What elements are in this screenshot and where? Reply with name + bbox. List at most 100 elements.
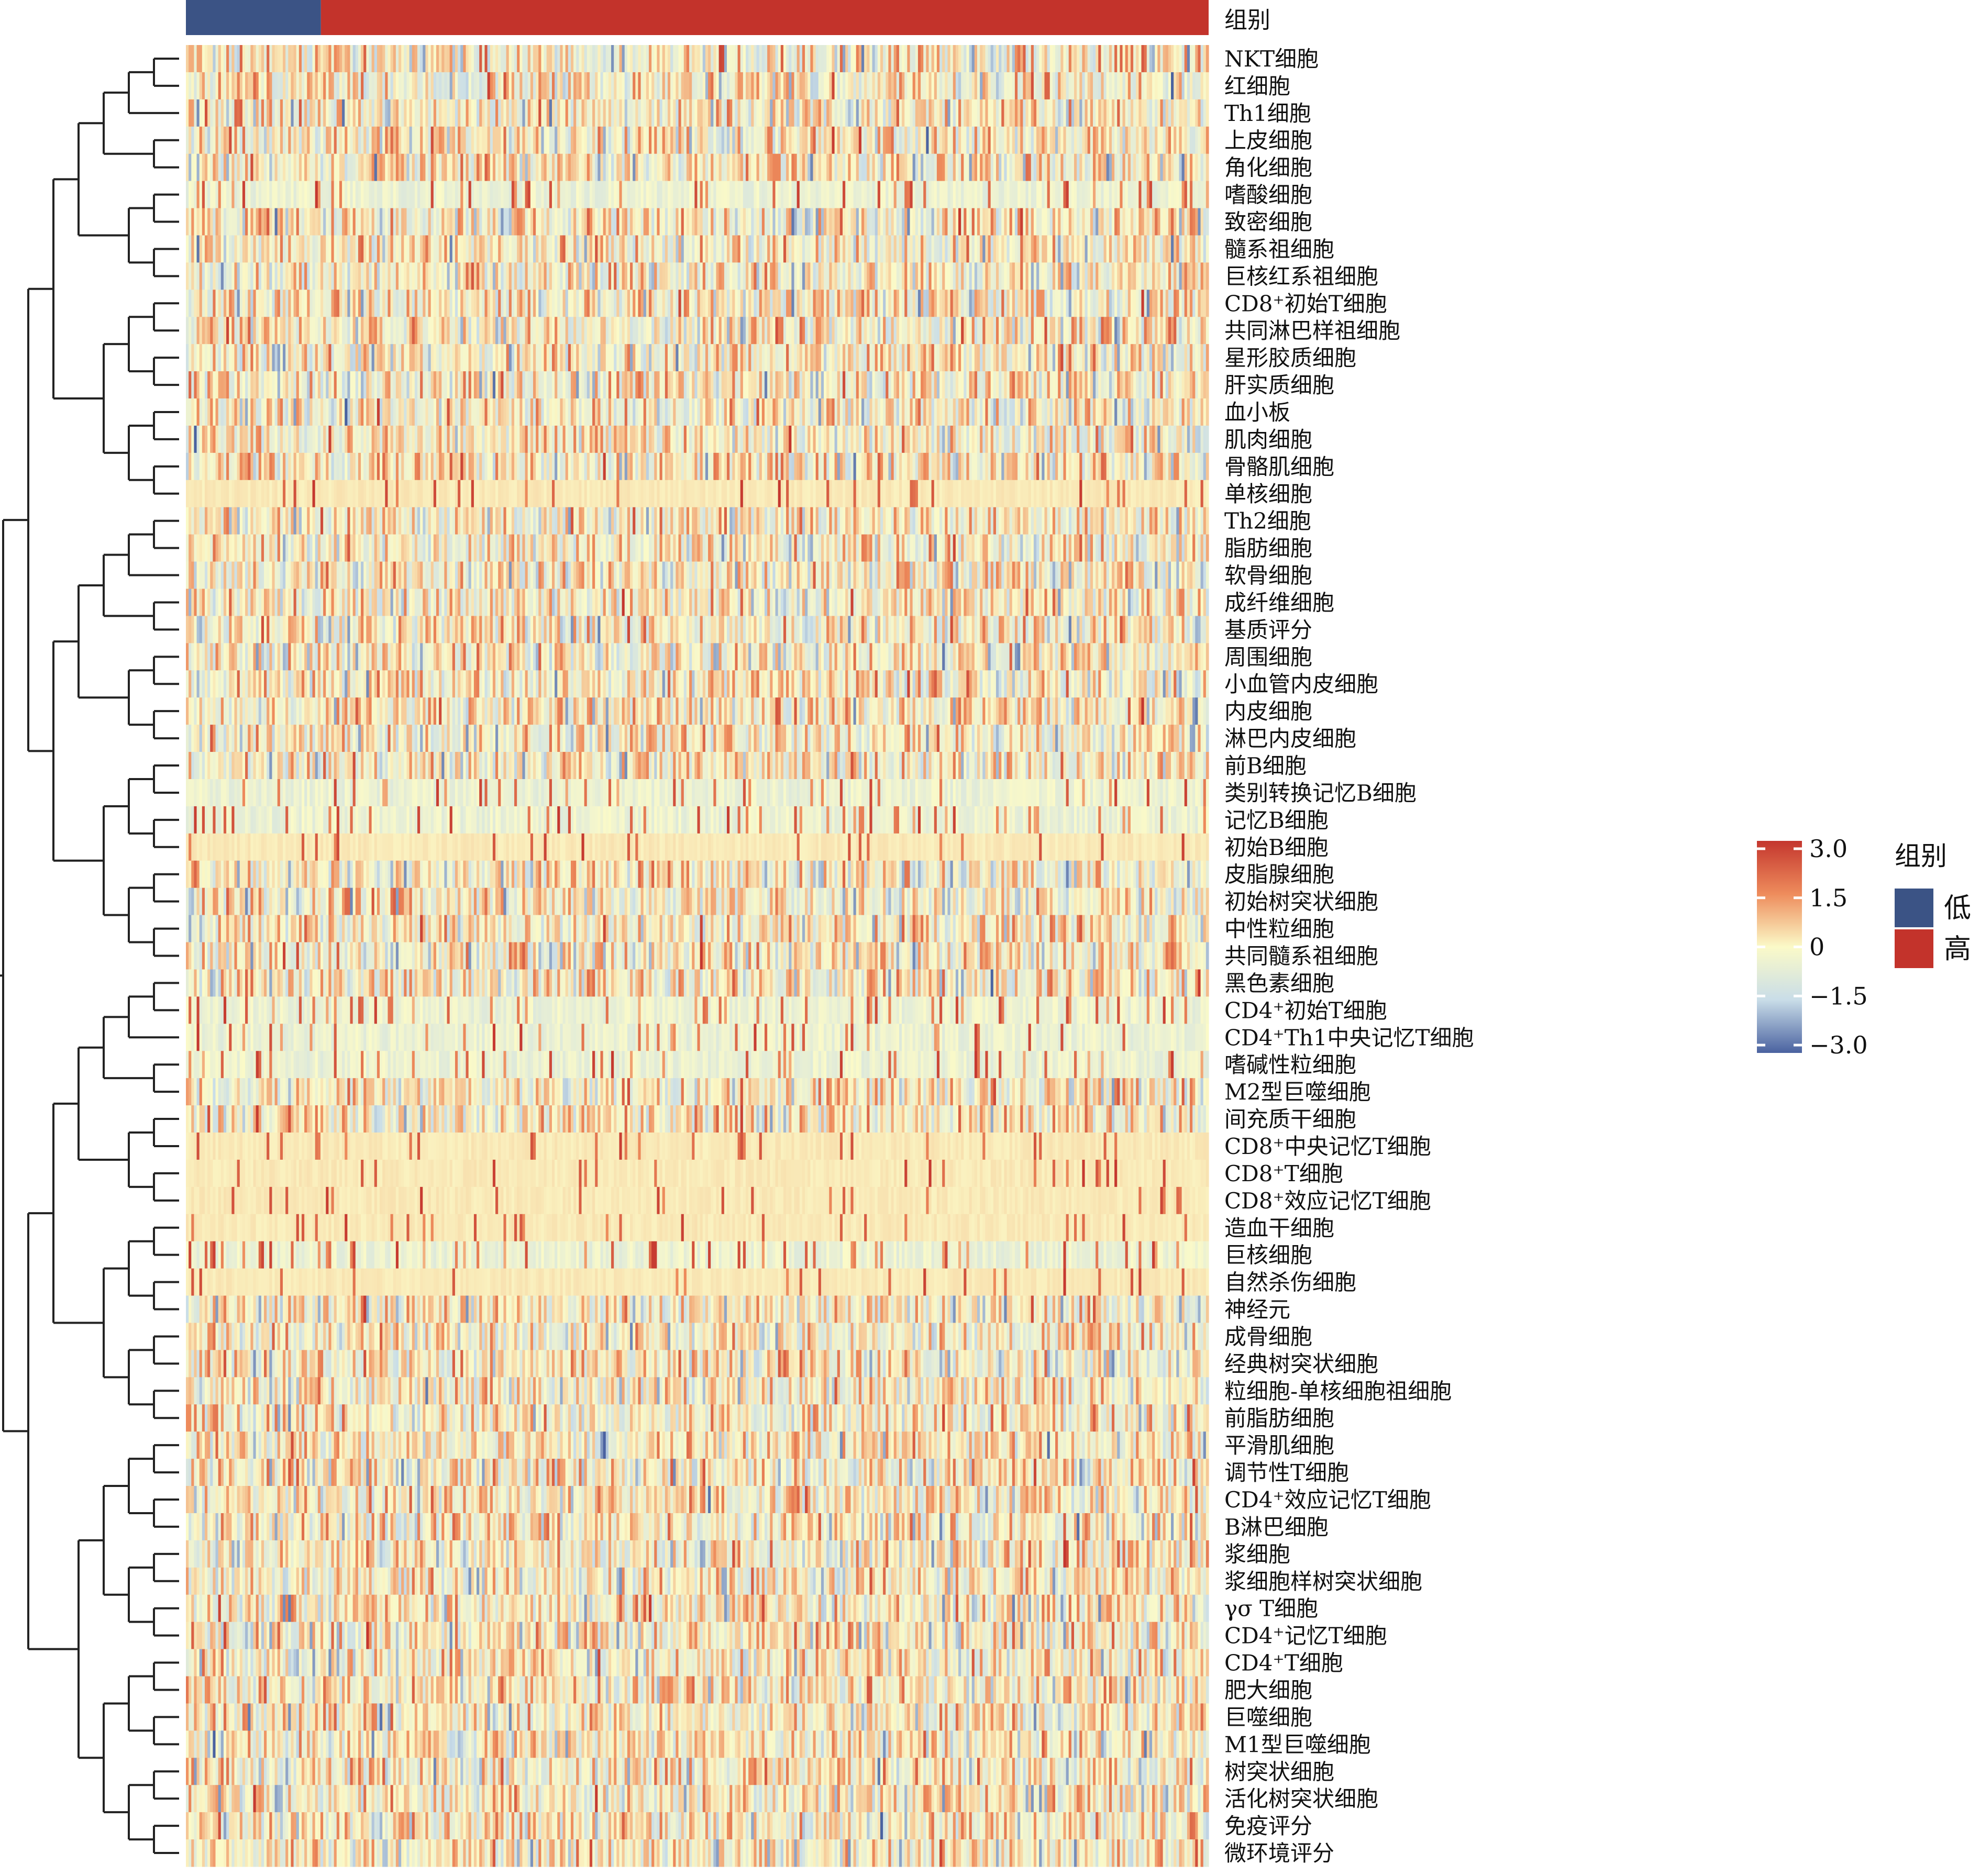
heatmap-row xyxy=(186,806,1209,834)
row-label: B淋巴细胞 xyxy=(1224,1514,1329,1540)
heatmap-row xyxy=(186,1730,1209,1758)
heatmap-row xyxy=(186,1133,1209,1160)
row-label: CD4⁺初始T细胞 xyxy=(1224,997,1387,1023)
row-label: 肥大细胞 xyxy=(1224,1678,1312,1703)
row-label: 造血干细胞 xyxy=(1224,1215,1334,1241)
row-label: 调节性T细胞 xyxy=(1224,1460,1349,1485)
heatmap-figure: 组别 NKT细胞红细胞Th1细胞上皮细胞角化细胞嗜酸细胞致密细胞髓系祖细胞巨核红… xyxy=(0,0,1980,1876)
heatmap-row xyxy=(186,915,1209,943)
heatmap-row xyxy=(186,1459,1209,1486)
row-label: CD4⁺T细胞 xyxy=(1224,1650,1343,1676)
heatmap-row xyxy=(186,262,1209,290)
row-label: M1型巨噬细胞 xyxy=(1224,1731,1371,1757)
heatmap-row xyxy=(186,1486,1209,1514)
heatmap-row xyxy=(186,99,1209,127)
row-label: 浆细胞样树突状细胞 xyxy=(1224,1569,1422,1594)
row-label: CD4⁺Th1中央记忆T细胞 xyxy=(1224,1025,1474,1050)
row-label: 脂肪细胞 xyxy=(1224,536,1312,561)
heatmap-row xyxy=(186,1758,1209,1785)
row-label: 巨核红系祖细胞 xyxy=(1224,263,1378,289)
annotation-segment-high xyxy=(321,0,1209,35)
row-label: 成纤维细胞 xyxy=(1224,590,1334,616)
group-legend-title: 组别 xyxy=(1895,841,1947,871)
heatmap-row xyxy=(186,562,1209,590)
group-annotation-bar xyxy=(186,0,1209,35)
heatmap-row xyxy=(186,1214,1209,1242)
heatmap-row xyxy=(186,942,1209,970)
row-label: 间充质干细胞 xyxy=(1224,1106,1356,1132)
heatmap-row xyxy=(186,317,1209,345)
heatmap-row xyxy=(186,1078,1209,1106)
row-label: 初始树突状细胞 xyxy=(1224,889,1378,915)
row-label: Th2细胞 xyxy=(1224,508,1311,534)
row-label: 巨核细胞 xyxy=(1224,1242,1312,1268)
row-label: CD8⁺效应记忆T细胞 xyxy=(1224,1188,1431,1214)
heatmap-row xyxy=(186,996,1209,1024)
heatmap-body xyxy=(186,45,1209,1867)
heatmap-row xyxy=(186,1105,1209,1133)
row-label: 前脂肪细胞 xyxy=(1224,1405,1334,1431)
row-label: 前B细胞 xyxy=(1224,753,1307,779)
heatmap-row xyxy=(186,1568,1209,1595)
row-label: 骨骼肌细胞 xyxy=(1224,454,1334,480)
heatmap-row xyxy=(186,616,1209,643)
row-label: CD8⁺初始T细胞 xyxy=(1224,291,1387,316)
row-label: 巨噬细胞 xyxy=(1224,1704,1312,1730)
row-label: 嗜酸细胞 xyxy=(1224,182,1312,208)
heatmap-row xyxy=(186,1839,1209,1867)
heatmap-row xyxy=(186,670,1209,698)
row-label: 树突状细胞 xyxy=(1224,1759,1334,1784)
row-label: 黑色素细胞 xyxy=(1224,970,1334,996)
row-label: 经典树突状细胞 xyxy=(1224,1351,1378,1377)
heatmap-row xyxy=(186,725,1209,752)
heatmap-row xyxy=(186,1785,1209,1813)
heatmap-row xyxy=(186,1677,1209,1704)
heatmap-row xyxy=(186,1269,1209,1296)
row-label: 基质评分 xyxy=(1224,617,1312,642)
heatmap-row xyxy=(186,643,1209,671)
heatmap-row xyxy=(186,181,1209,209)
row-label: 嗜碱性粒细胞 xyxy=(1224,1052,1356,1078)
group-legend-swatch xyxy=(1895,889,1933,927)
heatmap-row xyxy=(186,697,1209,725)
group-legend-label: 低 xyxy=(1944,893,1971,924)
annotation-bar-title: 组别 xyxy=(1224,7,1270,34)
group-legend: 组别 低高 xyxy=(1895,841,1971,968)
row-label: 类别转换记忆B细胞 xyxy=(1224,780,1417,806)
color-scale-tick-label: 1.5 xyxy=(1809,884,1848,912)
row-label: 活化树突状细胞 xyxy=(1224,1786,1378,1812)
row-label: NKT细胞 xyxy=(1224,46,1319,72)
row-label: 单核细胞 xyxy=(1224,481,1312,507)
heatmap-row xyxy=(186,1187,1209,1215)
row-label: 成骨细胞 xyxy=(1224,1324,1312,1350)
row-label: 血小板 xyxy=(1224,399,1290,425)
row-label: 肌肉细胞 xyxy=(1224,427,1312,452)
row-label: CD8⁺中央记忆T细胞 xyxy=(1224,1134,1431,1159)
row-label: 浆细胞 xyxy=(1224,1541,1290,1567)
row-dendrogram xyxy=(0,59,179,1853)
heatmap-row xyxy=(186,1404,1209,1432)
row-label: 红细胞 xyxy=(1224,73,1290,99)
heatmap-row xyxy=(186,969,1209,997)
row-label: 微环境评分 xyxy=(1224,1840,1334,1866)
group-legend-label: 高 xyxy=(1944,934,1971,965)
heatmap-row xyxy=(186,453,1209,481)
heatmap-row xyxy=(186,1649,1209,1677)
row-label: γσ T细胞 xyxy=(1224,1596,1318,1622)
heatmap-row xyxy=(186,344,1209,372)
heatmap-row xyxy=(186,888,1209,916)
heatmap-row xyxy=(186,72,1209,100)
heatmap-row xyxy=(186,1431,1209,1459)
heatmap-row xyxy=(186,861,1209,889)
row-label: 星形胶质细胞 xyxy=(1224,345,1356,371)
heatmap-row xyxy=(186,480,1209,508)
row-label: 粒细胞-单核细胞祖细胞 xyxy=(1224,1378,1452,1404)
heatmap-row xyxy=(186,1051,1209,1079)
row-label: 共同淋巴样祖细胞 xyxy=(1224,318,1400,343)
heatmap-row xyxy=(186,779,1209,807)
row-label: 周围细胞 xyxy=(1224,644,1312,670)
row-label: 肝实质细胞 xyxy=(1224,372,1334,398)
row-label: CD8⁺T细胞 xyxy=(1224,1161,1343,1186)
heatmap-row xyxy=(186,1296,1209,1324)
row-label: 小血管内皮细胞 xyxy=(1224,671,1378,697)
